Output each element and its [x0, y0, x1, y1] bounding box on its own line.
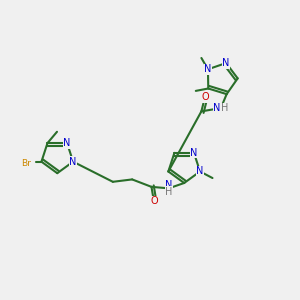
Text: N: N	[196, 167, 204, 176]
Text: O: O	[150, 196, 158, 206]
Text: H: H	[165, 187, 172, 197]
Text: N: N	[165, 180, 172, 190]
Text: Br: Br	[21, 159, 31, 168]
Text: N: N	[222, 58, 230, 68]
Text: H: H	[220, 103, 228, 113]
Text: O: O	[201, 92, 209, 102]
Text: N: N	[204, 64, 211, 74]
Text: N: N	[63, 138, 71, 148]
Text: N: N	[214, 103, 221, 113]
Text: N: N	[190, 148, 198, 158]
Text: N: N	[69, 157, 77, 167]
